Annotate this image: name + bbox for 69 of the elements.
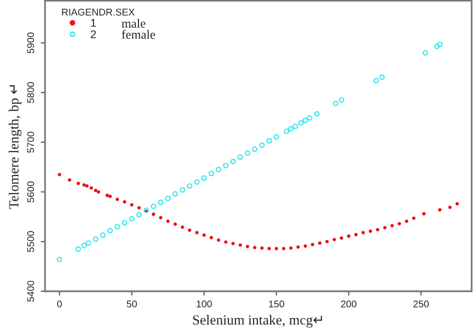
legend-label: 1 xyxy=(91,19,96,27)
point xyxy=(438,208,442,212)
point xyxy=(90,186,94,190)
point xyxy=(224,240,228,244)
point xyxy=(188,228,192,232)
legend-title: RIAGENDR.SEX xyxy=(62,8,135,16)
y-tick-label: 5600 xyxy=(27,181,34,202)
point xyxy=(412,216,416,220)
point xyxy=(195,230,199,234)
point xyxy=(166,220,170,223)
point xyxy=(130,203,134,207)
point xyxy=(210,236,214,240)
point xyxy=(289,246,293,250)
y-tick-label: 5800 xyxy=(27,82,34,103)
point xyxy=(216,238,220,242)
point xyxy=(448,206,452,210)
point xyxy=(422,212,426,216)
point xyxy=(347,234,350,238)
point xyxy=(267,246,271,250)
point xyxy=(318,241,322,245)
point xyxy=(68,178,72,182)
point xyxy=(310,242,314,246)
point xyxy=(238,243,242,247)
point xyxy=(398,222,402,226)
annotation: male xyxy=(122,18,146,28)
point xyxy=(108,194,112,198)
point xyxy=(361,230,365,234)
point xyxy=(76,182,80,186)
point xyxy=(96,190,100,194)
x-axis-title: Selenium intake, mcg↵ xyxy=(193,314,322,328)
point xyxy=(304,244,308,248)
point xyxy=(282,246,286,250)
point xyxy=(173,222,177,226)
x-tick-label: 250 xyxy=(413,300,429,308)
point xyxy=(152,212,156,216)
point xyxy=(296,245,300,249)
point xyxy=(376,228,380,232)
x-tick-label: 100 xyxy=(196,300,212,308)
point xyxy=(85,184,89,188)
point xyxy=(404,220,408,223)
point xyxy=(383,226,387,230)
point xyxy=(455,202,459,206)
point xyxy=(368,229,372,233)
point xyxy=(180,225,184,229)
point xyxy=(253,246,256,250)
point xyxy=(332,238,336,242)
point xyxy=(354,232,358,236)
y-tick-label: 5400 xyxy=(27,280,34,302)
x-tick-label: 200 xyxy=(341,300,356,308)
legend-label: 2 xyxy=(90,30,96,38)
annotation: female xyxy=(122,30,156,39)
point xyxy=(122,200,126,204)
point xyxy=(94,188,98,192)
x-tick-label: 0 xyxy=(57,300,62,308)
point xyxy=(137,206,141,210)
y-axis-title: Telomere length, bp ↵ xyxy=(8,85,22,209)
point xyxy=(202,233,206,237)
y-tick-label: 5700 xyxy=(27,132,34,153)
point xyxy=(106,194,109,198)
point xyxy=(159,216,162,220)
point xyxy=(390,224,394,228)
point xyxy=(340,236,344,240)
y-tick-label: 5900 xyxy=(27,32,34,54)
point xyxy=(274,246,278,250)
x-tick-label: 150 xyxy=(269,300,284,308)
point xyxy=(116,198,120,202)
y-tick-label: 5500 xyxy=(27,231,34,252)
x-tick-label: 50 xyxy=(126,300,137,308)
point xyxy=(82,183,86,187)
